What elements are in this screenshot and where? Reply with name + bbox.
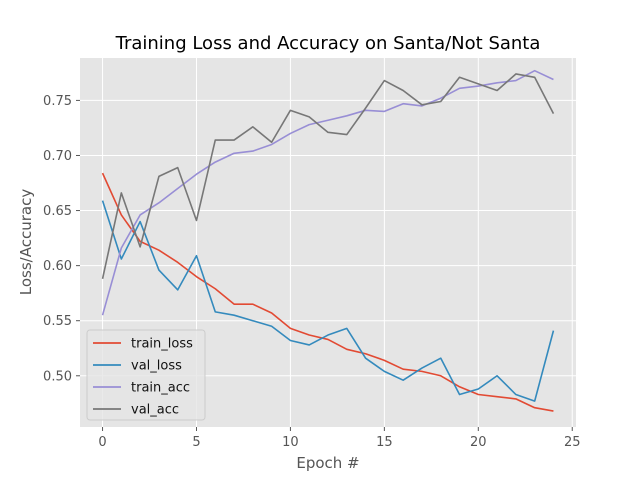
x-axis-ticks: 0 5 10 15 20 25: [98, 427, 581, 450]
x-axis-label: Epoch #: [296, 454, 359, 472]
y-tick-label: 0.55: [43, 314, 72, 329]
x-tick-label: 10: [282, 435, 299, 450]
legend-label-val-acc: val_acc: [131, 403, 179, 418]
y-tick-label: 0.75: [43, 94, 72, 109]
legend-label-train-loss: train_loss: [131, 337, 193, 352]
x-tick-label: 15: [376, 435, 393, 450]
series-line-val-loss: [101, 200, 555, 402]
legend-box: [86, 329, 206, 421]
x-tick-label: 20: [470, 435, 487, 450]
series-line-val-acc: [101, 73, 555, 280]
x-tick-label: 25: [564, 435, 581, 450]
x-tick-label: 5: [192, 435, 200, 450]
y-tick-label: 0.60: [43, 259, 72, 274]
x-tick-label: 0: [98, 435, 106, 450]
y-axis-label: Loss/Accuracy: [17, 189, 35, 296]
series-line-train-acc: [101, 69, 554, 316]
y-tick-label: 0.70: [43, 149, 72, 164]
legend: train_loss val_loss train_acc val_acc: [86, 329, 206, 421]
chart-title: Training Loss and Accuracy on Santa/Not …: [115, 33, 541, 54]
grid-lines: [80, 58, 576, 427]
legend-label-train-acc: train_acc: [131, 381, 190, 396]
legend-label-val-loss: val_loss: [131, 359, 182, 374]
y-tick-label: 0.65: [43, 204, 72, 219]
series-line-train-loss: [101, 172, 554, 412]
series-lines: [101, 69, 555, 412]
y-axis-ticks: 0.50 0.55 0.60 0.65 0.70 0.75: [43, 94, 80, 384]
y-tick-label: 0.50: [43, 369, 72, 384]
